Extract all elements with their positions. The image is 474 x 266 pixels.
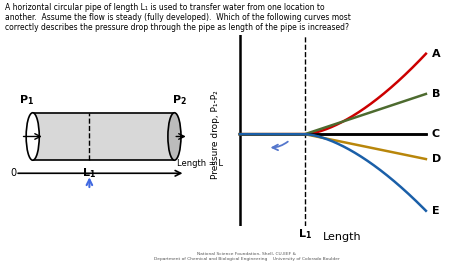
Text: Length = L: Length = L — [177, 159, 223, 168]
Text: $\mathbf{L_1}$: $\mathbf{L_1}$ — [298, 227, 312, 241]
Text: $\mathbf{L_1}$: $\mathbf{L_1}$ — [82, 166, 96, 180]
Text: B: B — [431, 89, 440, 99]
Text: Pressure drop, P₁-P₂: Pressure drop, P₁-P₂ — [211, 90, 220, 178]
Text: $\mathbf{P_2}$: $\mathbf{P_2}$ — [173, 93, 187, 107]
Text: C: C — [431, 129, 439, 139]
Ellipse shape — [26, 113, 39, 160]
Text: National Science Foundation, Shell, CU-EEF &
Department of Chemical and Biologic: National Science Foundation, Shell, CU-E… — [154, 252, 339, 261]
Text: E: E — [431, 206, 439, 216]
Polygon shape — [33, 113, 174, 160]
Text: 0: 0 — [10, 168, 16, 178]
Text: $\mathbf{P_1}$: $\mathbf{P_1}$ — [18, 93, 34, 107]
Ellipse shape — [168, 113, 181, 160]
Text: D: D — [431, 154, 441, 164]
Text: Length: Length — [323, 232, 362, 242]
Text: A: A — [431, 49, 440, 59]
Text: A horizontal circular pipe of length L₁ is used to transfer water from one locat: A horizontal circular pipe of length L₁ … — [5, 3, 351, 32]
